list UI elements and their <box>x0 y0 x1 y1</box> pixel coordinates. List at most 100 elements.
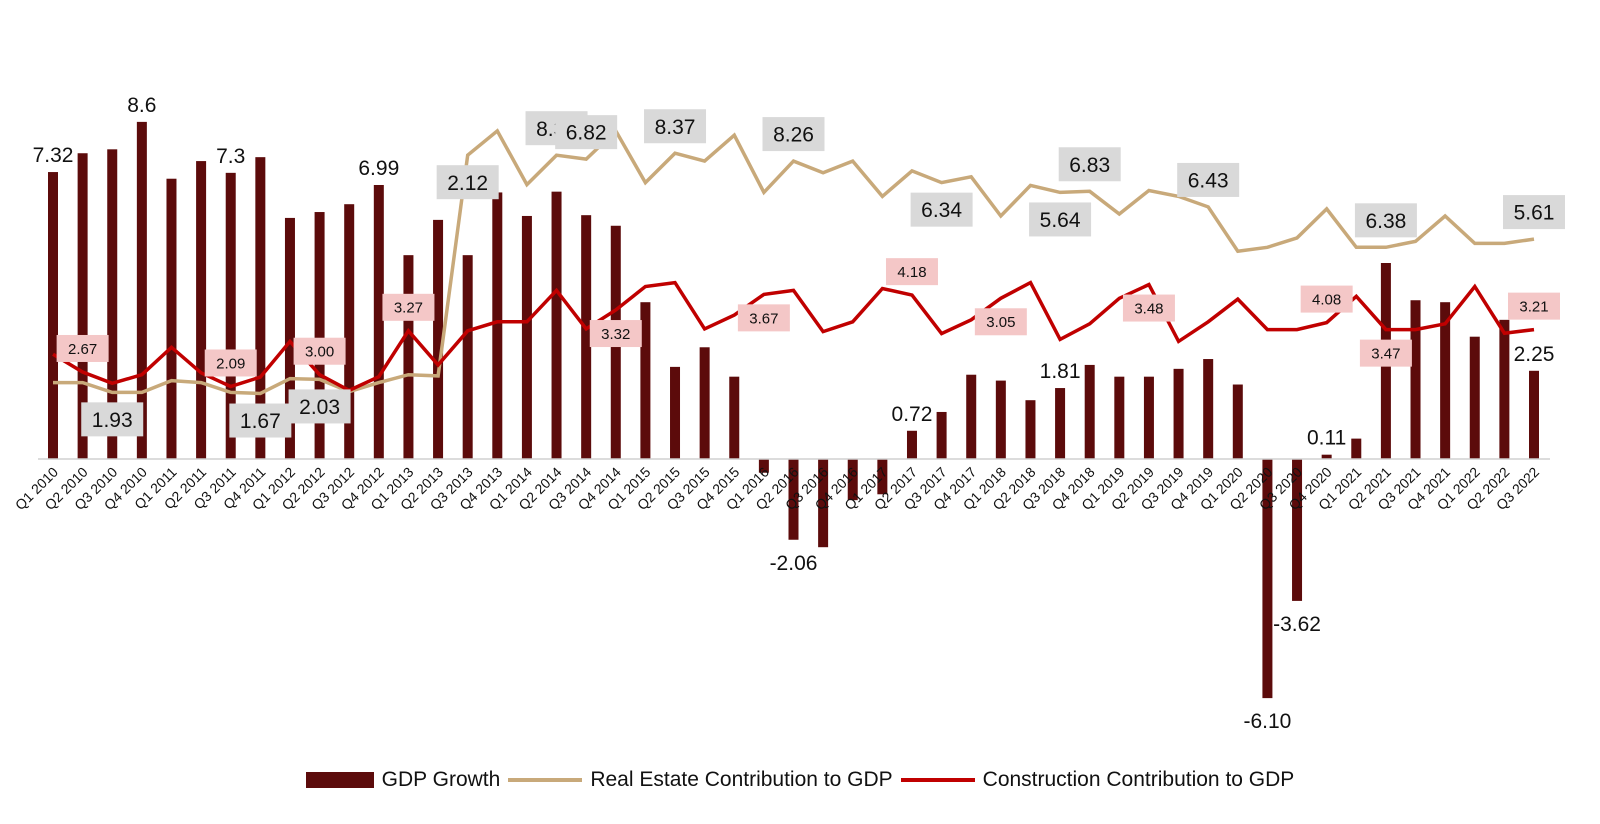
real-estate-label-box <box>1354 203 1417 238</box>
real-estate-data-label: 6.43 <box>1188 170 1229 193</box>
gdp-bar <box>1084 364 1095 459</box>
gdp-data-label: 7.3 <box>216 145 245 168</box>
legend-label-real-estate: Real Estate Contribution to GDP <box>590 768 893 791</box>
gdp-bar <box>344 204 355 459</box>
gdp-data-label: -2.06 <box>770 552 818 575</box>
gdp-bar <box>136 121 147 459</box>
gdp-bar <box>373 184 384 459</box>
construction-data-label: 2.09 <box>216 355 245 372</box>
real-estate-label-box <box>1177 162 1240 197</box>
construction-label-box <box>974 308 1027 336</box>
gdp-bars <box>48 121 1539 699</box>
real-estate-label-box <box>1503 195 1565 230</box>
real-estate-data-label: 2.12 <box>447 172 488 195</box>
gdp-bar <box>1321 454 1332 459</box>
real-estate-data-label: 2.03 <box>299 396 340 419</box>
gdp-bar <box>77 153 88 460</box>
construction-data-label: 3.27 <box>394 300 423 317</box>
real-estate-data-label: 1.67 <box>240 410 281 433</box>
gdp-bar <box>906 430 917 459</box>
legend-label-gdp-growth: GDP Growth <box>381 768 501 791</box>
real-estate-label-box <box>1029 202 1092 237</box>
gdp-bar <box>640 302 651 459</box>
gdp-bar <box>196 161 207 459</box>
gdp-bar <box>1114 376 1125 459</box>
legend-item-real-estate: Real Estate Contribution to GDP <box>508 768 893 792</box>
data-labels: 7.32 8.6 7.3 6.99 -2.06 0.72 1.81 -6.10 -3.62 0.1… <box>33 94 1565 733</box>
construction-label-box <box>1122 294 1175 322</box>
construction-label-box <box>204 349 257 377</box>
construction-data-label: 4.08 <box>1312 291 1341 308</box>
gdp-bar <box>107 149 118 459</box>
gdp-bar <box>847 459 858 501</box>
real-estate-label-box <box>910 192 973 227</box>
gdp-bar <box>521 215 532 459</box>
real-estate-label-box <box>229 403 292 438</box>
real-estate-line <box>53 128 1535 396</box>
gdp-bar <box>433 219 444 459</box>
gdp-bar <box>225 172 236 459</box>
construction-label-box <box>589 320 642 348</box>
real-estate-data-label: 6.83 <box>1069 154 1110 177</box>
gdp-data-label: 6.99 <box>358 157 399 180</box>
real-estate-label-box <box>555 115 618 150</box>
real-estate-label-box <box>644 109 707 144</box>
gdp-bar <box>1262 459 1273 699</box>
gdp-bar <box>1203 359 1214 459</box>
gdp-bar <box>492 192 503 459</box>
gdp-bar <box>788 459 799 540</box>
gdp-bar <box>48 172 58 459</box>
gdp-bar <box>670 366 681 459</box>
gdp-bar <box>1440 302 1451 459</box>
construction-data-label: 3.00 <box>305 344 334 361</box>
gdp-bar <box>966 374 977 459</box>
gdp-bar <box>462 255 473 459</box>
gdp-bar <box>581 215 592 459</box>
construction-data-label: 2.67 <box>68 341 97 358</box>
gdp-bar <box>1055 388 1066 459</box>
gdp-data-label: -3.62 <box>1273 613 1321 636</box>
real-estate-data-label: 6.34 <box>921 199 962 222</box>
gdp-bar <box>284 217 295 459</box>
construction-label-box <box>1300 285 1353 313</box>
real-estate-data-label: 5.61 <box>1514 202 1555 225</box>
real-estate-data-label: 6.38 <box>1365 210 1406 233</box>
real-estate-data-label: 8.37 <box>655 116 696 139</box>
real-estate-label-box <box>288 389 351 424</box>
gdp-data-label: 8.6 <box>127 94 156 117</box>
gdp-data-label: 0.11 <box>1307 427 1346 450</box>
gdp-bar <box>1499 319 1510 459</box>
gdp-bar <box>403 255 414 459</box>
construction-data-label: 3.47 <box>1371 346 1400 363</box>
real-estate-data-label: 8.26 <box>773 124 814 147</box>
gdp-bar <box>1469 336 1480 459</box>
real-estate-data-label: 5.64 <box>1040 209 1081 232</box>
gdp-bar <box>314 212 325 459</box>
gdp-data-label: 7.32 <box>33 144 74 167</box>
construction-data-label: 3.67 <box>749 310 778 327</box>
gdp-bar <box>699 347 710 459</box>
construction-label-box <box>1359 339 1412 367</box>
gdp-bar <box>936 411 947 459</box>
construction-data-label: 3.21 <box>1519 299 1548 316</box>
real-estate-label-box <box>436 165 499 200</box>
construction-label-box <box>56 334 109 362</box>
gdp-bar <box>995 380 1006 459</box>
gdp-bar <box>1292 459 1303 601</box>
gdp-bar <box>1351 438 1362 459</box>
gdp-bar <box>1529 370 1539 459</box>
gdp-bar <box>1410 300 1421 459</box>
construction-label-box <box>293 337 346 365</box>
series-lines <box>52 128 1535 396</box>
gdp-data-label: 2.25 <box>1514 343 1555 366</box>
construction-data-label: 3.48 <box>1134 300 1163 317</box>
real-estate-data-label: 6.82 <box>566 122 607 145</box>
gdp-bar <box>758 459 769 473</box>
legend-item-gdp-growth: GDP Growth <box>305 768 501 792</box>
construction-label-box <box>737 304 790 332</box>
construction-data-label: 4.18 <box>897 264 926 281</box>
legend: GDP Growth Real Estate Contribution to G… <box>0 760 1600 800</box>
gdp-data-label: 0.72 <box>892 403 933 426</box>
real-estate-data-label: 1.93 <box>92 409 133 432</box>
gdp-bar <box>818 459 829 548</box>
